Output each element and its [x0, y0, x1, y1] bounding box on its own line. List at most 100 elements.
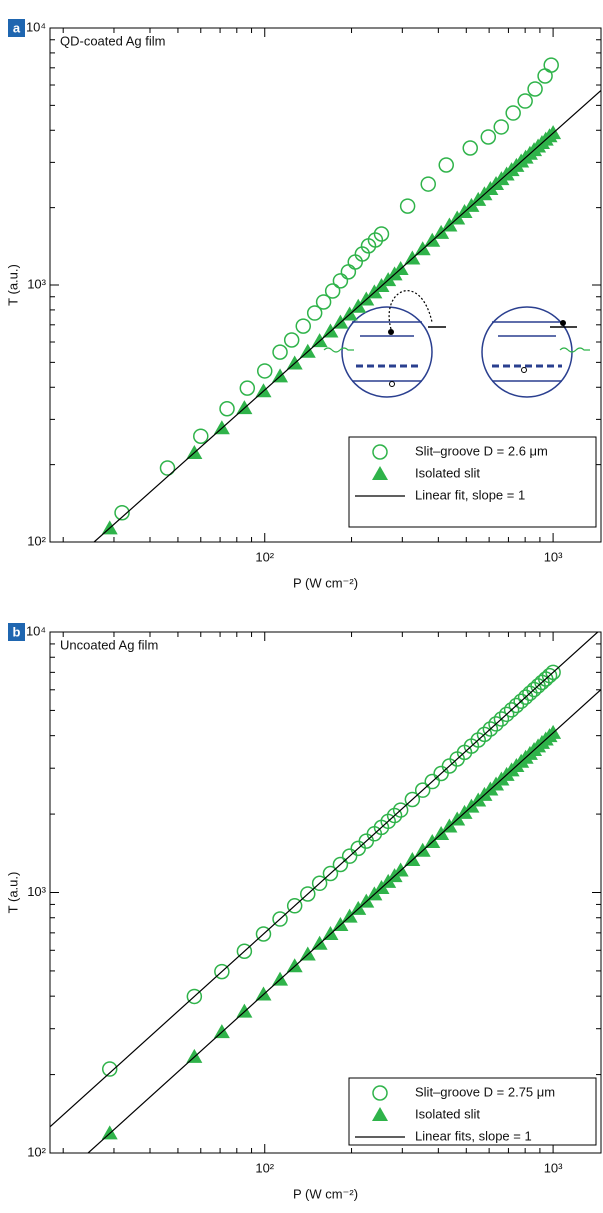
data-point — [386, 807, 403, 824]
data-point — [236, 400, 253, 415]
data-point — [299, 946, 316, 961]
data-point — [462, 140, 478, 156]
data-point — [503, 702, 520, 718]
data-point — [236, 943, 253, 959]
data-point — [114, 504, 130, 521]
data-point — [255, 926, 272, 942]
legend-symbol — [372, 444, 388, 460]
data-point — [527, 81, 543, 97]
data-point — [493, 711, 510, 727]
data-point — [367, 232, 384, 248]
y-axis-label: T (a.u.) — [5, 264, 20, 306]
data-point — [286, 355, 303, 370]
legend-label: Linear fits, slope = 1 — [415, 1128, 532, 1143]
data-point — [311, 875, 328, 892]
data-point — [517, 689, 534, 705]
legend-label: Slit–groove D = 2.6 μm — [415, 443, 548, 458]
data-point — [300, 886, 316, 902]
panel-label: b — [13, 624, 21, 639]
data-point — [373, 226, 390, 242]
data-point — [545, 125, 562, 140]
data-point — [392, 261, 409, 276]
legend-label: Isolated slit — [415, 1106, 480, 1121]
data-point — [399, 198, 416, 214]
x-tick-label: 10³ — [544, 549, 563, 564]
plot-area — [50, 632, 601, 1153]
data-point — [332, 856, 349, 873]
plot-area — [93, 57, 601, 542]
data-point — [193, 428, 209, 444]
data-point — [286, 898, 303, 914]
data-point — [508, 697, 525, 714]
data-point — [392, 862, 409, 877]
data-point — [476, 726, 493, 743]
data-point — [283, 332, 300, 348]
data-point — [517, 93, 533, 109]
data-point — [341, 848, 358, 864]
x-tick-label: 10³ — [544, 1160, 563, 1175]
x-axis-label: P (W cm⁻²) — [293, 575, 358, 590]
data-point — [414, 782, 431, 798]
data-point — [493, 119, 509, 135]
data-point — [545, 724, 562, 739]
legend-box — [348, 1077, 597, 1146]
data-point — [424, 232, 441, 247]
data-point — [414, 241, 431, 256]
data-point — [438, 157, 454, 173]
data-point — [488, 716, 504, 732]
x-tick-label: 10² — [255, 1160, 274, 1175]
legend-symbol — [372, 466, 388, 480]
data-point — [255, 383, 272, 398]
data-point — [186, 988, 203, 1005]
data-point — [322, 323, 339, 338]
data-point — [482, 721, 499, 737]
data-point — [239, 380, 256, 396]
x-tick-label: 10² — [255, 549, 274, 564]
data-point — [311, 935, 328, 950]
legend-symbol — [372, 1107, 388, 1121]
y-tick-label: 10³ — [27, 276, 46, 291]
data-point — [414, 842, 431, 857]
legend-label: Slit–groove D = 2.75 μm — [415, 1084, 555, 1099]
data-point — [213, 420, 230, 435]
data-point — [358, 291, 375, 306]
data-point — [311, 333, 328, 348]
legend-box — [348, 436, 597, 528]
data-point — [272, 971, 289, 986]
fit-line — [87, 689, 601, 1153]
data-point — [322, 865, 339, 882]
data-point — [424, 834, 441, 849]
annotation: Uncoated Ag film — [60, 637, 158, 652]
data-point — [332, 314, 349, 329]
data-point — [322, 925, 339, 940]
x-axis-label: P (W cm⁻²) — [293, 1186, 358, 1201]
data-point — [272, 344, 288, 360]
data-point — [295, 318, 311, 334]
y-tick-label: 10³ — [27, 884, 46, 899]
data-point — [340, 264, 357, 280]
data-point — [480, 129, 497, 145]
data-point — [101, 1125, 118, 1140]
data-point — [159, 460, 176, 476]
data-point — [101, 1061, 118, 1077]
data-point — [324, 283, 341, 299]
data-point — [433, 224, 450, 239]
data-point — [420, 176, 436, 192]
data-point — [392, 802, 409, 818]
data-point — [404, 791, 421, 808]
data-point — [441, 818, 458, 833]
data-point — [433, 826, 450, 841]
data-point — [272, 368, 289, 383]
data-point — [236, 1003, 253, 1018]
y-tick-label: 10² — [27, 533, 46, 548]
data-point — [404, 851, 421, 866]
data-point — [341, 908, 358, 923]
annotation: QD-coated Ag film — [60, 33, 166, 48]
y-tick-label: 10⁴ — [26, 623, 46, 638]
data-point — [286, 958, 303, 973]
data-point — [513, 693, 529, 709]
y-tick-label: 10² — [27, 1144, 46, 1159]
data-point — [545, 664, 561, 681]
data-point — [306, 305, 323, 321]
